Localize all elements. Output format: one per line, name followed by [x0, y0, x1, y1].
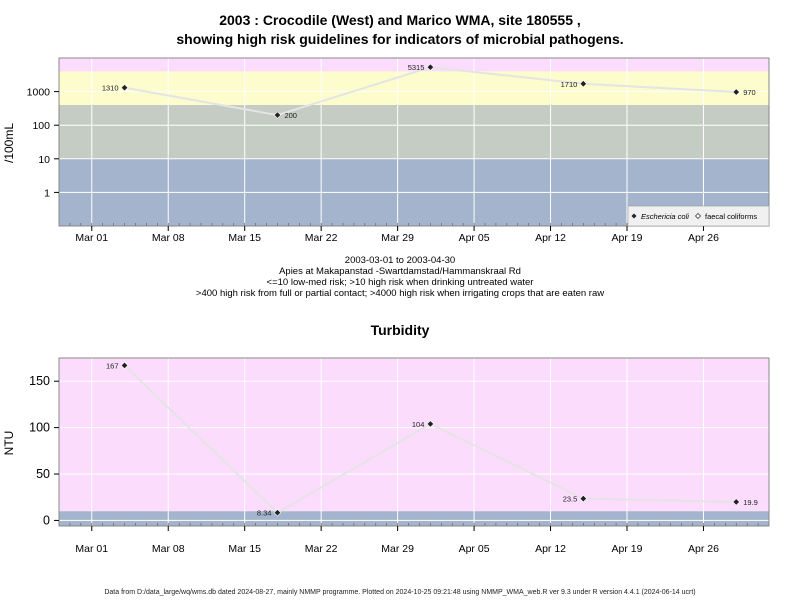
tb-x-tick-label: Apr 19	[612, 543, 643, 555]
turbidity-panel: Mar 01 Mar 08 Mar 15 Mar 22 Mar 29 Apr 05 Apr …	[2, 357, 770, 555]
mp-data-label: 1310	[102, 84, 119, 93]
tb-data-point	[273, 508, 282, 517]
tb-data-label: 104	[412, 420, 425, 429]
mp-risk-band-3	[59, 58, 769, 72]
tb-data-point	[426, 420, 435, 428]
tb-x-tick-label: Mar 29	[381, 543, 414, 555]
mp-x-tick-label: Mar 29	[381, 232, 414, 244]
mp-data-label: 1710	[561, 80, 578, 89]
mp-plot-frame	[58, 57, 770, 227]
legend-label: Eschericia coli	[641, 212, 689, 221]
tb-risk-band-1	[59, 358, 769, 512]
mp-y-tick-label: 10	[38, 154, 50, 166]
mp-x-tick-label: Apr 26	[688, 232, 719, 244]
date-range-text: 2003-03-01 to 2003-04-30	[344, 255, 456, 266]
tb-data-point	[732, 498, 740, 506]
mp-data-point	[426, 63, 435, 71]
mp-x-tick-label: Mar 15	[228, 232, 261, 244]
mp-x-tick-label: Apr 12	[535, 232, 566, 244]
mp-x-tick-label: Mar 22	[305, 232, 338, 244]
tb-y-tick-label: 0	[43, 513, 50, 527]
chart-title-line1: 2003 : Crocodile (West) and Marico WMA, …	[219, 12, 581, 28]
tb-data-label: 8.34	[257, 509, 272, 518]
mp-data-point	[120, 83, 129, 92]
mp-y-tick-label: 100	[32, 120, 50, 132]
mp-y-tick-label: 1000	[27, 87, 51, 99]
tb-plot-frame	[58, 357, 770, 527]
microbial-panel: Mar 01 Mar 08 Mar 15 Mar 22 Mar 29 Apr 05 Apr …	[2, 57, 770, 244]
tb-y-tick-label: 150	[29, 374, 50, 388]
guideline-drinking-text: <=10 low-med risk; >10 high risk when dr…	[266, 277, 534, 288]
turbidity-title: Turbidity	[370, 322, 430, 338]
mp-data-label: 970	[743, 88, 756, 97]
tb-x-tick-label: Apr 26	[688, 543, 719, 555]
legend-marker-filled-diamond-icon	[631, 213, 637, 219]
legend-label: faecal coliforms	[705, 212, 757, 221]
tb-x-tick-label: Mar 08	[152, 543, 185, 555]
tb-x-tick-label: Apr 05	[459, 543, 490, 555]
mp-x-tick-label: Apr 05	[459, 232, 490, 244]
tb-risk-band-0	[59, 511, 769, 526]
mp-data-label: 200	[284, 111, 297, 120]
site-name-text: Apies at Makapanstad -Swartdamstad/Hamma…	[279, 266, 521, 277]
tb-data-label: 167	[106, 361, 119, 370]
mp-y-tick-label: 1	[44, 187, 50, 199]
tb-x-tick-label: Mar 22	[305, 543, 338, 555]
tb-data-label: 23.5	[563, 495, 578, 504]
legend-marker-open-diamond-icon	[695, 213, 701, 219]
mp-y-axis-label: /100mL	[2, 123, 16, 163]
tb-data-label: 19.9	[743, 498, 758, 507]
tb-y-tick-label: 50	[36, 467, 50, 481]
tb-y-axis-label: NTU	[2, 431, 16, 456]
chart-title-line2: showing high risk guidelines for indicat…	[176, 31, 624, 47]
mp-risk-band-1	[59, 104, 769, 159]
mp-data-label: 5315	[408, 63, 425, 72]
tb-data-point	[579, 494, 588, 503]
tb-y-tick-label: 100	[29, 421, 50, 435]
tb-x-tick-label: Mar 01	[75, 543, 108, 555]
mp-x-tick-label: Apr 19	[612, 232, 643, 244]
tb-x-tick-label: Mar 15	[228, 543, 261, 555]
tb-data-point	[120, 361, 129, 370]
mp-data-point	[273, 111, 282, 119]
footer-note: Data from D:/data_large/wq/wms.db dated …	[104, 589, 696, 596]
mp-x-tick-label: Mar 08	[152, 232, 185, 244]
tb-x-tick-label: Apr 12	[535, 543, 566, 555]
mp-data-point	[579, 80, 588, 88]
mp-x-tick-label: Mar 01	[75, 232, 108, 244]
mp-data-point	[732, 88, 740, 96]
guideline-contact-text: >400 high risk from full or partial cont…	[195, 288, 605, 299]
